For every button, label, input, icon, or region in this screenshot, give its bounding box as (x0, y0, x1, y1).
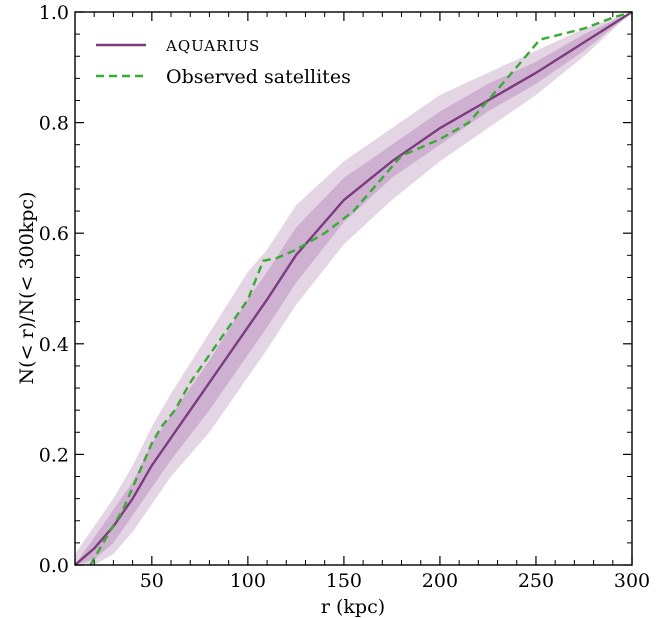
observed-satellites-line (89, 10, 633, 566)
ticks (75, 11, 633, 566)
plot-bands (75, 12, 632, 565)
legend: AQUARIUS Observed satellites (96, 37, 351, 88)
tick-labels: 50 100 150 200 250 300 0.0 0.2 0.4 0.6 0.8 1.0 (39, 2, 650, 592)
y-tick-label: 0.0 (39, 555, 69, 577)
x-tick-label: 250 (518, 570, 554, 592)
x-tick-label: 300 (614, 570, 650, 592)
aquarius-2sigma-band (75, 12, 632, 565)
legend-label-aquarius: AQUARIUS (165, 37, 260, 55)
y-tick-label: 1.0 (39, 2, 69, 24)
y-tick-label: 0.6 (39, 223, 69, 245)
legend-label-observed: Observed satellites (166, 66, 351, 88)
y-tick-label: 0.2 (39, 444, 69, 466)
plot-frame (74, 11, 633, 566)
x-axis-label: r (kpc) (321, 596, 385, 618)
x-tick-label: 50 (140, 570, 164, 592)
y-axis-label: N(< r)/N(< 300kpc) (16, 192, 38, 385)
x-tick-label: 200 (422, 570, 458, 592)
x-tick-label: 100 (230, 570, 266, 592)
aquarius-1sigma-band (75, 12, 632, 565)
aquarius-line (74, 10, 633, 566)
y-tick-label: 0.4 (39, 334, 69, 356)
x-tick-label: 150 (326, 570, 362, 592)
plot-lines (74, 10, 633, 566)
y-tick-label: 0.8 (39, 113, 69, 135)
